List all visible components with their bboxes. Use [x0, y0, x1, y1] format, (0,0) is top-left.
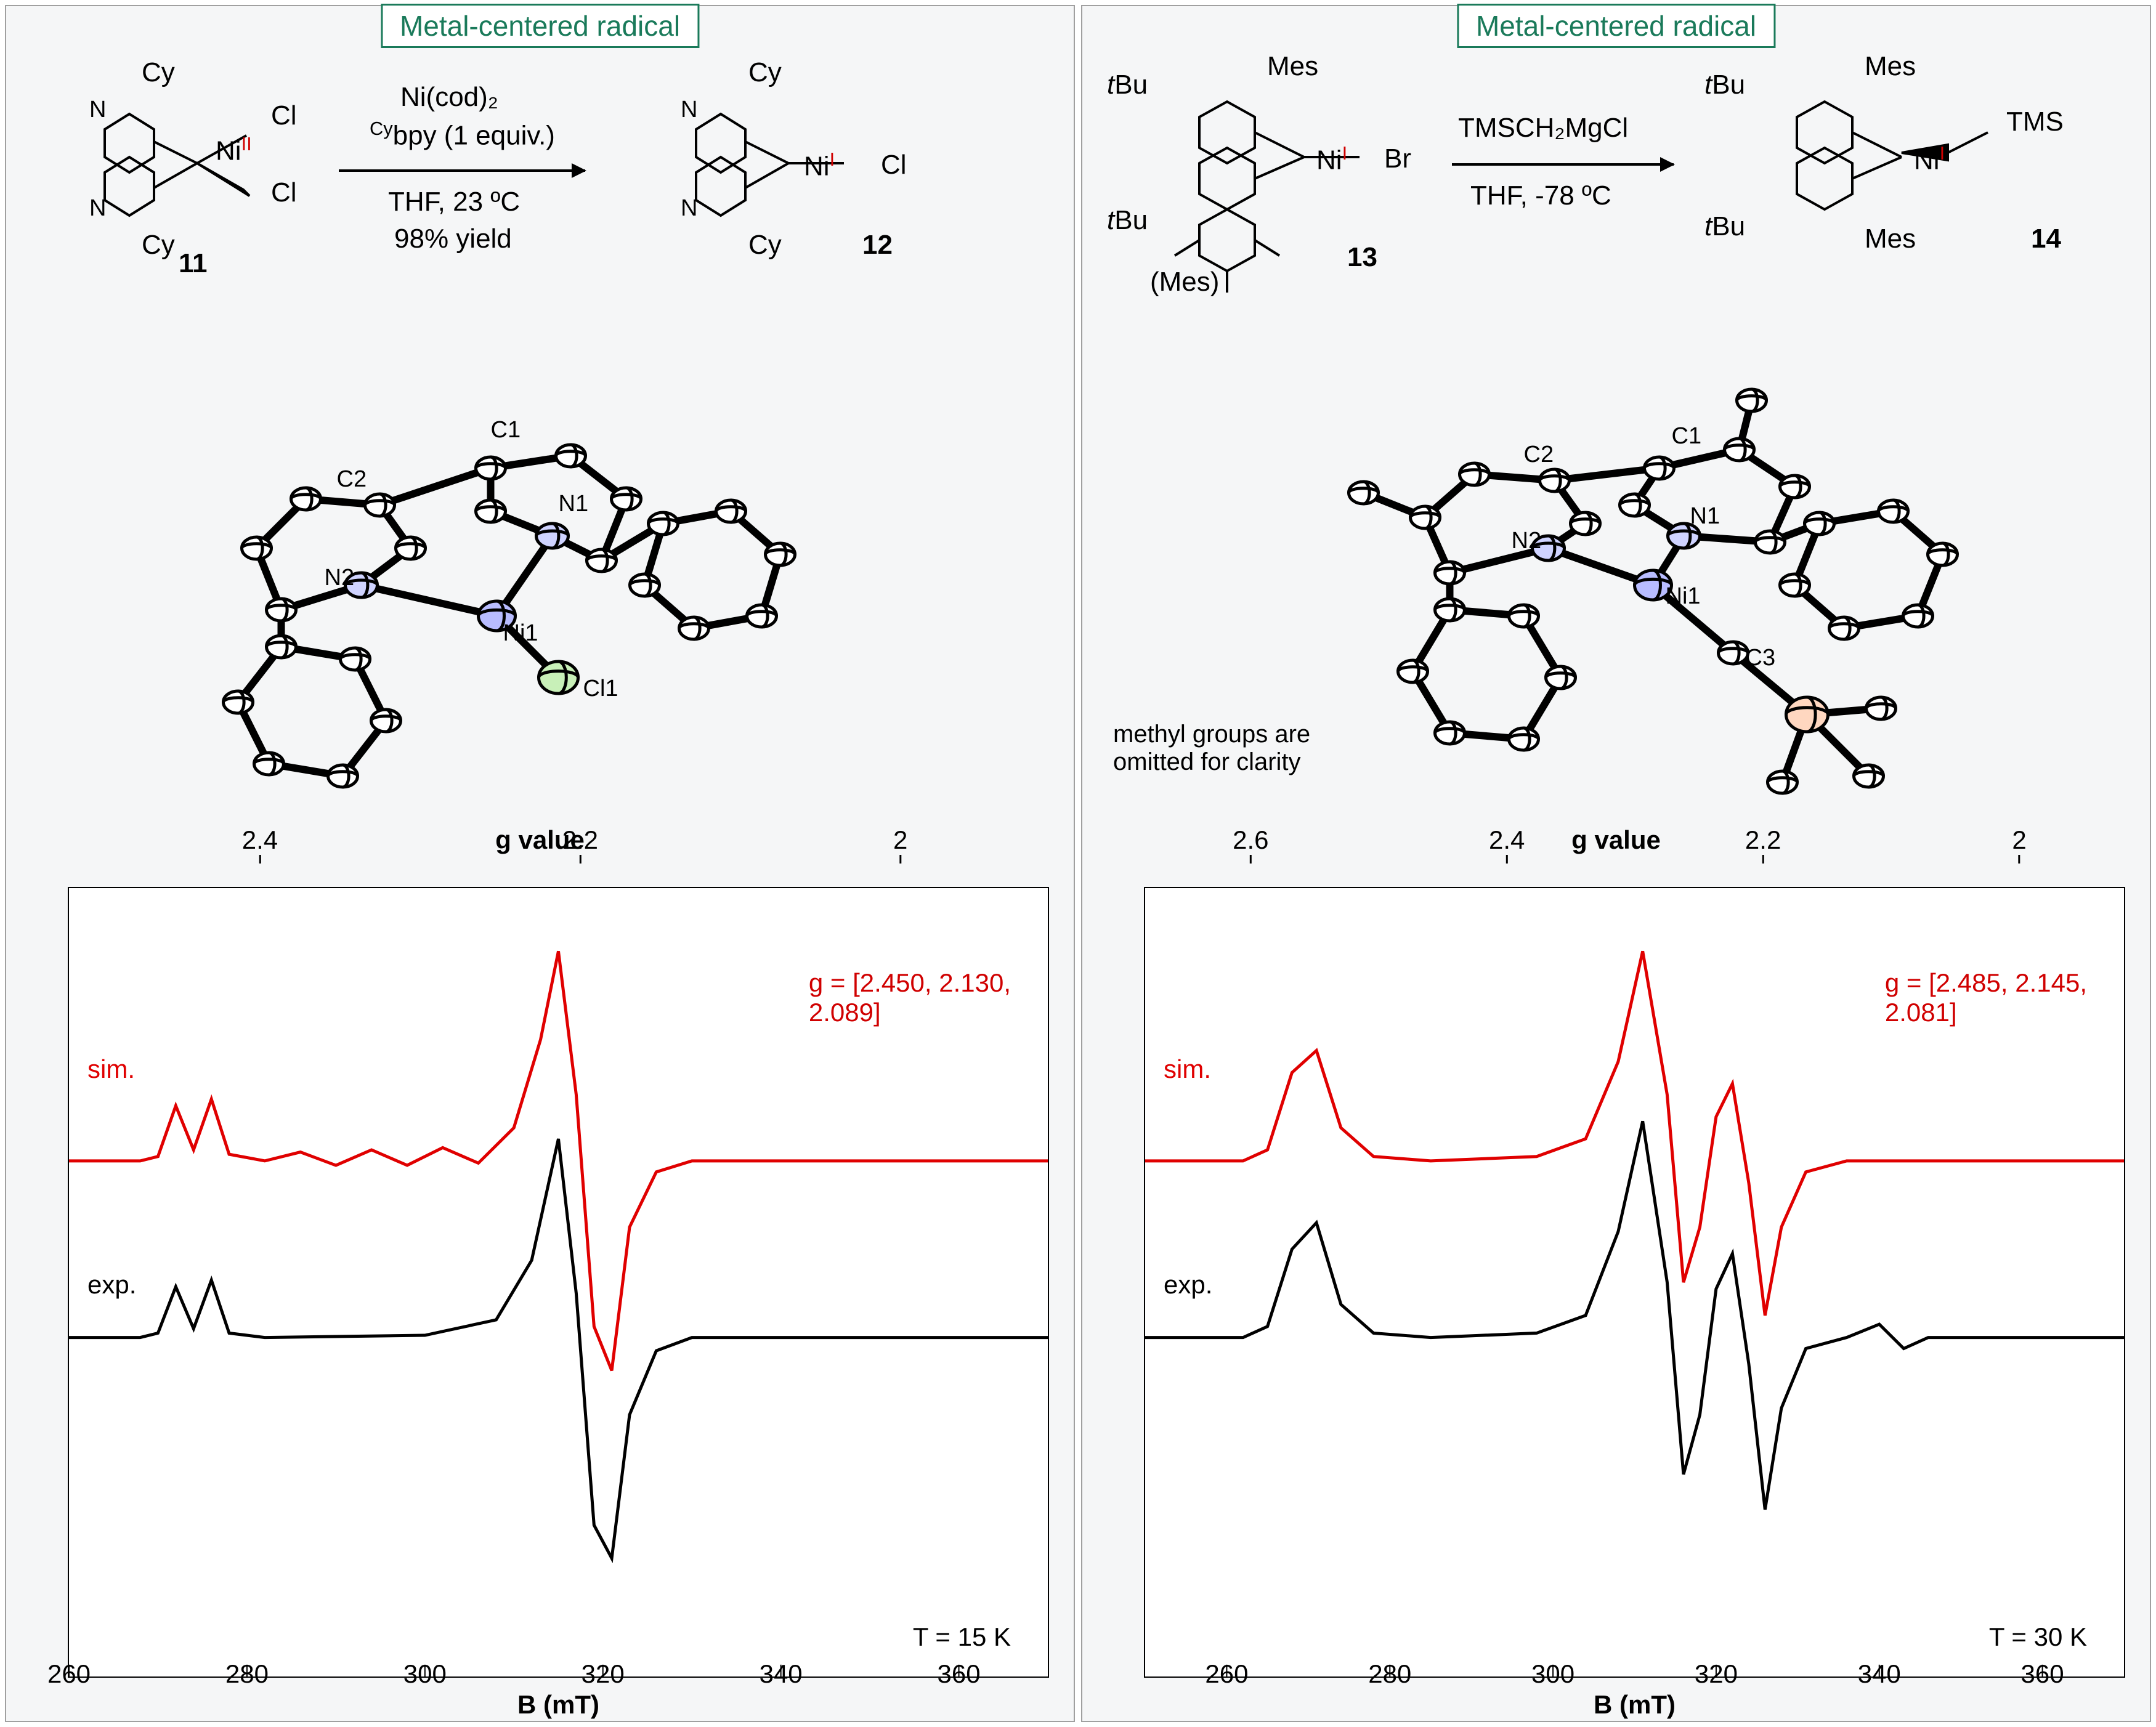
lbl-ni1: Ni1 — [1666, 583, 1701, 609]
pr-tbu-bot: tBu — [1704, 209, 1745, 243]
sm-tbu-bot: tBu — [1107, 203, 1148, 237]
lbl-n1: N1 — [1690, 503, 1720, 529]
lbl-c2: C2 — [337, 466, 367, 492]
sm-x-top: Cl — [271, 99, 297, 132]
lbl-n1: N1 — [559, 491, 589, 517]
g-values-l2: 2.081] — [1885, 998, 2087, 1027]
sm-ni: NiI — [1316, 142, 1347, 177]
lbl-cl1: Cl1 — [583, 676, 618, 702]
pr-x: Cl — [881, 148, 907, 182]
right-panel: Metal-centered radical ttBuBu t — [1081, 5, 2151, 1722]
sm-number: 13 — [1347, 240, 1377, 274]
reagent-2-pre: Cy — [370, 118, 393, 139]
ortep-note: methyl groups are omitted for clarity — [1113, 721, 1310, 776]
exp-label: exp. — [87, 1270, 136, 1300]
g-values: g = [2.450, 2.130, 2.089] — [809, 968, 1011, 1027]
ortep-note-l1: methyl groups are — [1113, 721, 1310, 748]
reagent-1: TMSCH₂MgCl — [1458, 111, 1628, 145]
reagent-1: Ni(cod)₂ — [400, 80, 498, 114]
svg-text:N: N — [89, 195, 106, 221]
lbl-c1: C1 — [491, 417, 521, 443]
panel-tag: Metal-centered radical — [381, 4, 699, 48]
sm-number: 11 — [179, 246, 208, 280]
lbl-c2: C2 — [1524, 442, 1554, 467]
g-values-l1: g = [2.450, 2.130, — [809, 968, 1011, 998]
svg-text:N: N — [681, 97, 697, 123]
pr-tbu-top: tBu — [1704, 68, 1745, 102]
sim-label: sim. — [1164, 1054, 1211, 1084]
exp-label: exp. — [1164, 1270, 1212, 1300]
g-axis-right: g value 2.62.42.22 — [1082, 825, 2150, 887]
sm-x-bot: Cl — [271, 176, 297, 209]
svg-text:N: N — [89, 97, 106, 123]
pr-sub-bot: Cy — [748, 228, 782, 262]
sim-label: sim. — [87, 1054, 135, 1084]
lbl-c3: C3 — [1746, 645, 1776, 671]
x-axis: 260280300320340360 B (mT) — [69, 1659, 1048, 1720]
epr-plot-left: sim. exp. g = [2.450, 2.130, 2.089] T = … — [68, 887, 1049, 1678]
g-values-l2: 2.089] — [809, 998, 1011, 1027]
left-panel: Metal-centered radical N N — [5, 5, 1075, 1722]
sm-tbu-top: ttBuBu — [1107, 68, 1148, 102]
g-values: g = [2.485, 2.145, 2.081] — [1885, 968, 2087, 1027]
x-axis: 260280300320340360 B (mT) — [1145, 1659, 2124, 1720]
pr-mes-bot: Mes — [1865, 222, 1916, 256]
sm-x: Br — [1384, 142, 1411, 176]
x-axis-label: B (mT) — [1145, 1690, 2124, 1720]
cond-2: 98% yield — [394, 222, 512, 256]
pr-mes-top: Mes — [1865, 49, 1916, 83]
pr-number: 14 — [2031, 222, 2061, 256]
reaction-scheme-left: N N Cy Cy NiII Cl Cl 11 Ni(cod)₂ Cybpy (… — [6, 31, 1074, 351]
ortep-right: C1 C2 N1 N2 Ni1 C3 methyl groups are omi… — [1082, 351, 2150, 825]
lbl-n2: N2 — [1512, 528, 1542, 554]
lbl-n2: N2 — [325, 565, 355, 591]
pr-tms: TMS — [2006, 105, 2064, 139]
pr-ni-ox: I — [1940, 142, 1945, 164]
pr-sub-top: Cy — [748, 55, 782, 89]
reaction-scheme-right: ttBuBu tBu Mes (Mes) NiI Br 13 TMSCH₂MgC… — [1082, 31, 2150, 351]
pr-number: 12 — [862, 228, 893, 262]
g-values-l1: g = [2.485, 2.145, — [1885, 968, 2087, 998]
ortep-note-l2: omitted for clarity — [1113, 748, 1310, 776]
lbl-c1: C1 — [1672, 423, 1702, 449]
reaction-arrow — [339, 169, 585, 172]
epr-temp: T = 30 K — [1989, 1622, 2087, 1652]
svg-text:N: N — [681, 195, 697, 221]
cond-1: THF, 23 ºC — [388, 185, 520, 219]
g-axis-left: g value 2.42.22 — [6, 825, 1074, 887]
reaction-arrow — [1452, 163, 1674, 166]
epr-temp: T = 15 K — [913, 1622, 1011, 1652]
starting-material-13 — [1101, 49, 1421, 315]
pr-ni: NiI — [1914, 142, 1945, 177]
reagent-2: Cybpy (1 equiv.) — [370, 117, 555, 153]
sm-sub-top: Cy — [142, 55, 175, 89]
sm-ni: NiII — [216, 132, 252, 168]
panel-tag: Metal-centered radical — [1457, 4, 1775, 48]
sm-mes-bot: (Mes) — [1150, 265, 1219, 299]
x-axis-label: B (mT) — [69, 1690, 1048, 1720]
pr-ni-ox: I — [830, 148, 835, 170]
pr-ni: NiI — [804, 148, 835, 184]
lbl-ni1: Ni1 — [503, 620, 538, 646]
cond-1: THF, -78 ºC — [1470, 179, 1611, 212]
epr-plot-right: sim. exp. g = [2.485, 2.145, 2.081] T = … — [1144, 887, 2125, 1678]
sm-sub-bot: Cy — [142, 228, 175, 262]
reagent-2-main: bpy (1 equiv.) — [393, 121, 555, 151]
ortep-left: C1 C2 N1 N2 Ni1 Cl1 — [6, 351, 1074, 825]
sm-ni-ox: II — [241, 133, 252, 155]
sm-ni-ox: I — [1342, 142, 1348, 164]
sm-mes-top: Mes — [1267, 49, 1318, 83]
